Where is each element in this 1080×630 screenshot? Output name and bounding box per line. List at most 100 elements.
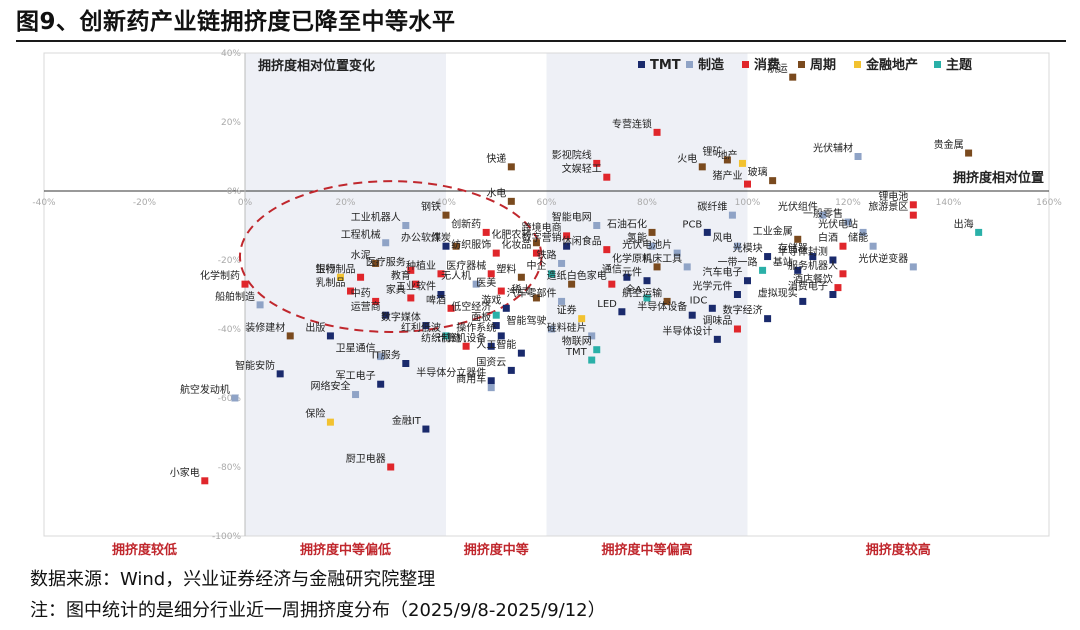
point-label: 跨境电商 — [522, 221, 562, 234]
data-point — [437, 270, 445, 278]
data-point — [698, 163, 706, 171]
point-label: 风电 — [712, 231, 732, 244]
point-label: 元件 — [622, 267, 642, 279]
data-point — [517, 273, 525, 281]
data-point — [472, 280, 480, 288]
point-label: 碳纤维 — [697, 200, 727, 213]
data-point — [673, 249, 681, 257]
data-point — [487, 342, 495, 350]
legend-label: 金融地产 — [865, 57, 918, 73]
data-point — [336, 273, 344, 281]
data-point — [839, 270, 847, 278]
data-point — [462, 342, 470, 350]
point-label: 玻璃 — [748, 166, 768, 179]
point-label: 虚拟现实 — [758, 286, 798, 299]
point-label: 面板 — [471, 311, 491, 324]
data-point — [909, 211, 917, 219]
points — [201, 73, 983, 485]
point-label: 医疗器械 — [446, 259, 486, 272]
data-point — [231, 394, 239, 402]
y-tick-label: -20% — [218, 256, 242, 266]
data-point — [201, 477, 209, 485]
point-label: 办公软件 — [401, 231, 441, 244]
point-label: 红利低波 — [401, 321, 441, 334]
point-label: 创新药 — [451, 217, 481, 230]
data-point — [713, 335, 721, 343]
data-point — [819, 211, 827, 219]
point-label: 调味品 — [702, 315, 732, 327]
plot-frame — [43, 52, 1050, 537]
data-point — [683, 263, 691, 271]
point-label: 装修建材 — [245, 321, 285, 334]
point-label: 金融IT — [392, 414, 422, 427]
data-point — [487, 377, 495, 385]
point-label: 铁路 — [537, 248, 557, 261]
point-label: 智能驾驶 — [507, 314, 547, 327]
data-point — [643, 294, 651, 302]
data-point — [789, 73, 797, 81]
point-label: 光伏电站 — [818, 217, 858, 230]
data-point — [447, 304, 455, 312]
point-label: 猪产业 — [713, 169, 743, 182]
data-point — [548, 325, 556, 333]
x-tick-label: 20% — [335, 198, 355, 208]
data-point — [859, 228, 867, 236]
data-point — [372, 297, 380, 305]
data-point — [507, 163, 515, 171]
point-label: 小家电 — [170, 466, 200, 479]
point-label: 教育 — [391, 269, 411, 282]
data-point — [723, 156, 731, 164]
data-point — [603, 246, 611, 254]
data-point — [532, 239, 540, 247]
zone-label: 拥挤度中等 — [464, 542, 529, 558]
data-point — [703, 228, 711, 236]
data-point — [532, 294, 540, 302]
data-point — [492, 322, 500, 330]
legend-label: 主题 — [946, 57, 973, 73]
annotation-ellipse — [238, 180, 543, 333]
point-label: 船舶制造 — [215, 290, 255, 303]
data-point — [794, 235, 802, 243]
data-point — [588, 332, 596, 340]
legend-label: 周期 — [810, 58, 836, 73]
point-label: 半导体设计 — [662, 324, 712, 337]
data-point — [834, 284, 842, 292]
data-point — [387, 463, 395, 471]
data-point — [764, 253, 772, 261]
y-axis-title: 拥挤度相对位置变化 — [258, 58, 375, 74]
zone-band — [747, 53, 1049, 536]
zone-band — [44, 53, 245, 536]
data-point — [733, 325, 741, 333]
point-label: 氢能 — [627, 231, 647, 244]
data-point — [588, 356, 596, 364]
data-point — [412, 280, 420, 288]
data-point — [593, 346, 601, 354]
point-label: 保险 — [305, 407, 325, 420]
point-label: 出版 — [305, 321, 325, 334]
point-label: 文娱轻工 — [562, 162, 602, 175]
data-point — [256, 301, 264, 309]
x-tick-label: 100% — [735, 198, 761, 208]
point-label: 化学原料 — [612, 252, 652, 265]
point-label: 数字营销 — [522, 231, 562, 244]
zone-bands: 拥挤度较低 拥挤度中等偏低 拥挤度中等 拥挤度中等偏高 拥挤度较高 — [44, 53, 1049, 558]
point-label: 国资云 — [476, 356, 506, 368]
data-point — [482, 228, 490, 236]
point-label: 智能安防 — [235, 359, 275, 372]
footnote: 注：图中统计的是细分行业近一周拥挤度分布（2025/9/8-2025/9/12） — [30, 600, 606, 621]
point-label: 数字媒体 — [381, 311, 421, 324]
axes: -40% -20% 0% 20% 40% 60% 80% 100% 120% 140% 160% 40… — [32, 49, 1062, 542]
point-label: 出海 — [954, 217, 974, 230]
data-point — [829, 256, 837, 264]
data-point — [407, 294, 415, 302]
point-label: 中企 — [527, 259, 547, 272]
point-label: 工业机器人 — [351, 211, 401, 224]
data-point — [558, 297, 566, 305]
data-point — [487, 270, 495, 278]
zone-label: 拥挤度中等偏高 — [601, 542, 692, 558]
data-point — [623, 273, 631, 281]
data-point — [663, 297, 671, 305]
point-label: 纺织制造 — [421, 331, 461, 344]
point-label: 厨卫电器 — [346, 452, 386, 465]
